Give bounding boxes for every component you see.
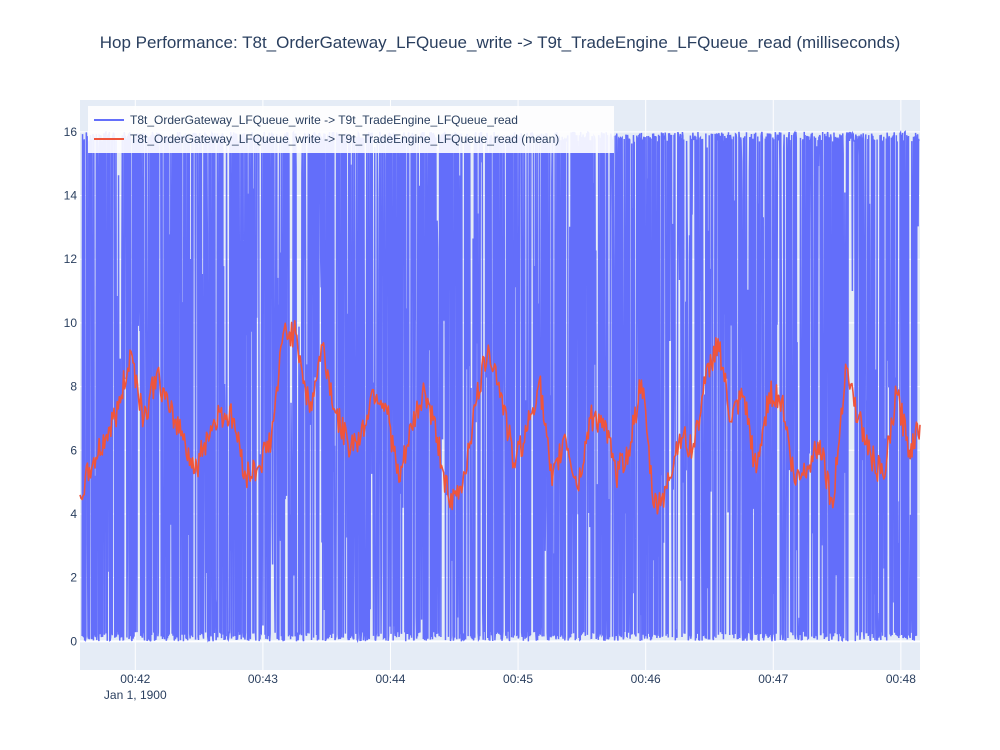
legend-swatch-mean <box>94 138 124 140</box>
y-tick-label: 16 <box>64 125 78 139</box>
legend-label-raw: T8t_OrderGateway_LFQueue_write -> T9t_Tr… <box>130 113 518 127</box>
chart-title: Hop Performance: T8t_OrderGateway_LFQueu… <box>99 33 901 52</box>
y-tick-label: 12 <box>64 252 78 266</box>
x-tick-label: 00:45 <box>503 672 533 686</box>
legend-item-raw[interactable]: T8t_OrderGateway_LFQueue_write -> T9t_Tr… <box>94 111 518 129</box>
x-date-label: Jan 1, 1900 <box>104 688 167 702</box>
y-tick-label: 4 <box>70 507 77 521</box>
legend[interactable]: T8t_OrderGateway_LFQueue_write -> T9t_Tr… <box>88 106 614 153</box>
y-tick-label: 2 <box>70 571 77 585</box>
x-tick-label: 00:48 <box>886 672 916 686</box>
legend-item-mean[interactable]: T8t_OrderGateway_LFQueue_write -> T9t_Tr… <box>94 130 559 148</box>
y-tick-label: 6 <box>70 443 77 457</box>
y-tick-label: 0 <box>70 634 77 648</box>
y-tick-label: 14 <box>64 189 78 203</box>
y-axis-ticks: 0 2 4 6 8 10 12 14 16 <box>64 125 78 648</box>
x-tick-label: 00:42 <box>120 672 150 686</box>
mean-series-line <box>79 320 921 515</box>
raw-series-line <box>81 130 920 644</box>
y-tick-label: 8 <box>70 380 77 394</box>
x-tick-label: 00:44 <box>375 672 405 686</box>
x-tick-label: 00:43 <box>248 672 278 686</box>
x-tick-label: 00:46 <box>631 672 661 686</box>
x-tick-label: 00:47 <box>758 672 788 686</box>
mean-series-layer <box>79 320 921 515</box>
legend-label-mean: T8t_OrderGateway_LFQueue_write -> T9t_Tr… <box>130 132 560 146</box>
legend-swatch-raw <box>94 119 124 121</box>
y-tick-label: 10 <box>64 316 78 330</box>
raw-series-layer <box>81 130 920 644</box>
x-axis-ticks: 00:42 00:43 00:44 00:45 00:46 00:47 00:48 Jan 1… <box>104 672 916 702</box>
